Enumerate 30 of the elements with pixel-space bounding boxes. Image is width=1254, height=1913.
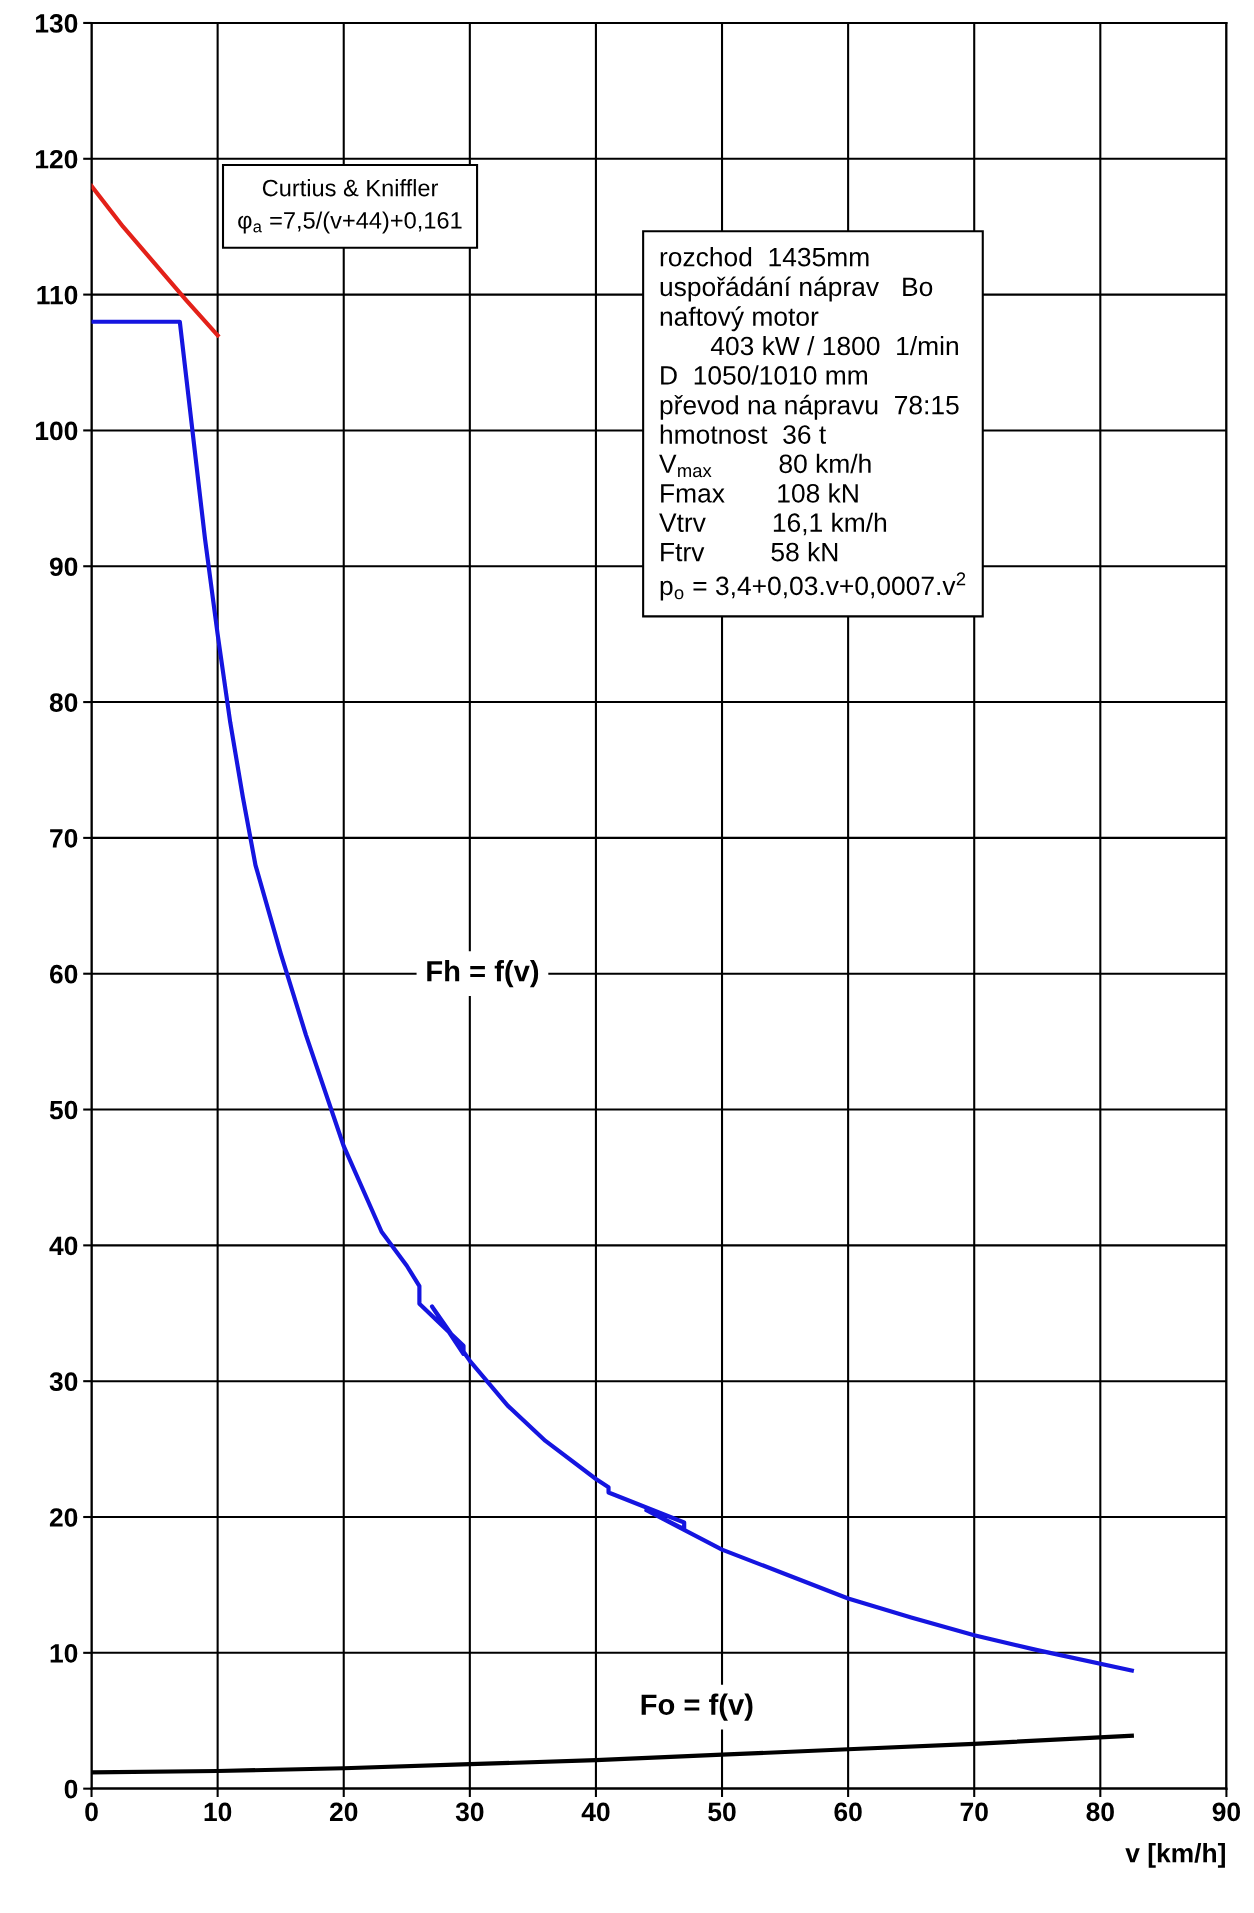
y-tick-label: 30 bbox=[49, 1372, 78, 1392]
y-tick-label: 110 bbox=[37, 285, 78, 305]
annotation: Fo = f(v) bbox=[641, 1693, 753, 1721]
annotation: Curtius & Kniffler φ$_{a}$ =7,5/(v+44)+0,161 bbox=[238, 179, 462, 234]
text: rozchod 1435mm uspořádání náprav Bo naftový motor 403 kW / 1800 1/min D 1050/1010 mm převod na nápravu 78:15 hmotnost 36 t V$_{max}$ 80 km/h Fmax 108 kN Vtrv 16,1 km/h Ftrv 58 kN p$_{o}$ = 3,4+0,03.v+0,0007.v$^{2}$ bbox=[659, 247, 966, 601]
y-tick-label: 130 bbox=[35, 14, 78, 33]
y-tick-label: 70 bbox=[50, 829, 78, 848]
x-axis-title: v [km/h] bbox=[1125, 1843, 1225, 1868]
y-tick-label: 0 bbox=[64, 1779, 78, 1799]
x-tick-label: 80 bbox=[1086, 1802, 1114, 1822]
x-tick-label: 0 bbox=[85, 1802, 98, 1822]
x-tick-label: 70 bbox=[960, 1802, 988, 1822]
x-tick-label: 30 bbox=[455, 1802, 484, 1822]
annotation: Fh = f(v) bbox=[427, 960, 539, 988]
y-tick-label: 100 bbox=[35, 421, 78, 441]
line-series bbox=[91, 183, 220, 338]
x-tick-label: 90 bbox=[1212, 1802, 1241, 1822]
x-tick-label: 10 bbox=[204, 1802, 232, 1822]
y-tick-label: 50 bbox=[49, 1100, 78, 1120]
y-tick-label: 120 bbox=[35, 149, 78, 169]
x-tick-label: 50 bbox=[708, 1802, 736, 1822]
y-tick-label: 90 bbox=[49, 557, 78, 577]
y-tick-label: 20 bbox=[49, 1508, 78, 1527]
y-tick-label: 10 bbox=[50, 1643, 78, 1663]
x-tick-label: 20 bbox=[329, 1802, 358, 1822]
y-tick-label: 60 bbox=[49, 964, 78, 984]
x-tick-label: 40 bbox=[581, 1802, 610, 1822]
y-tick-label: 40 bbox=[49, 1236, 78, 1256]
x-tick-label: 60 bbox=[834, 1802, 862, 1822]
y-tick-label: 80 bbox=[49, 693, 78, 712]
